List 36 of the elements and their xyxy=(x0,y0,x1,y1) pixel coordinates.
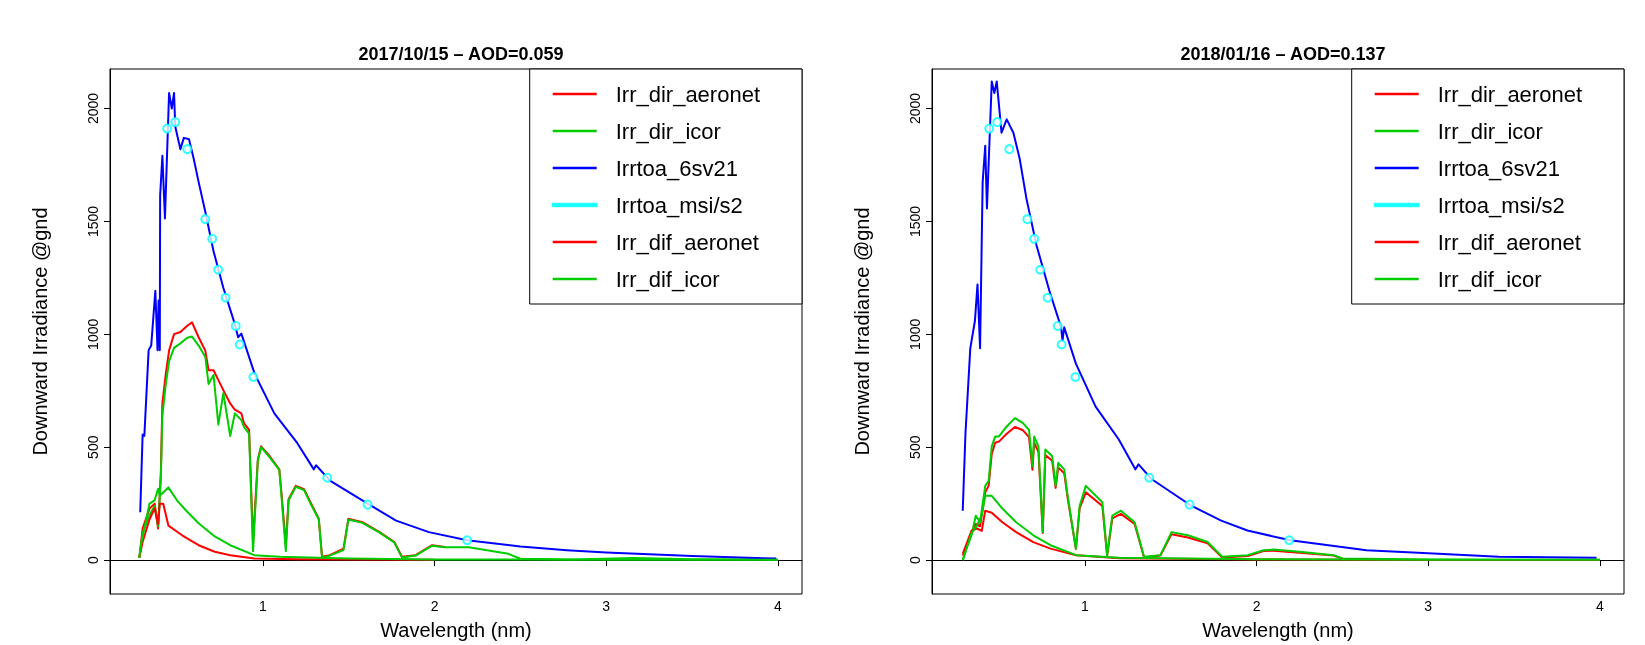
legend-label: Irrtoa_6sv21 xyxy=(1437,155,1560,181)
y-axis-title: Downward Irradiance @gnd xyxy=(29,207,51,456)
y-tick-label: 500 xyxy=(907,435,923,459)
legend-label: Irr_dif_icor xyxy=(1437,266,1542,292)
y-tick-label: 1500 xyxy=(85,205,101,237)
x-tick-label: 3 xyxy=(1424,598,1433,614)
x-tick-label: 2 xyxy=(430,598,439,614)
y-tick-label: 1000 xyxy=(85,318,101,350)
y-tick-label: 0 xyxy=(85,556,101,565)
x-tick-label: 4 xyxy=(774,598,783,614)
x-tick-label: 1 xyxy=(258,598,267,614)
legend-label: Irrtoa_6sv21 xyxy=(615,155,738,181)
y-tick-label: 500 xyxy=(85,435,101,459)
x-tick-label: 2 xyxy=(1252,598,1261,614)
x-tick-label: 1 xyxy=(1080,598,1089,614)
y-tick-label: 0 xyxy=(907,556,923,565)
legend-label: Irr_dif_aeronet xyxy=(1437,229,1581,255)
legend-label: Irrtoa_msi/s2 xyxy=(1437,192,1565,218)
chart-title: 2018/01/16 – AOD=0.137 xyxy=(1180,44,1386,64)
legend-label: Irr_dir_icor xyxy=(615,118,721,144)
y-axis-title: Downward Irradiance @gnd xyxy=(851,207,873,456)
legend-label: Irr_dir_aeronet xyxy=(615,81,761,107)
legend-label: Irr_dif_icor xyxy=(615,266,720,292)
y-tick-label: 2000 xyxy=(907,92,923,125)
chart-title: 2017/10/15 – AOD=0.059 xyxy=(358,44,564,64)
y-tick-label: 2000 xyxy=(85,92,101,125)
legend-label: Irr_dir_icor xyxy=(1437,118,1543,144)
x-axis-title: Wavelength (nm) xyxy=(380,619,532,641)
legend-label: Irrtoa_msi/s2 xyxy=(615,192,743,218)
y-tick-label: 1000 xyxy=(907,318,923,350)
x-tick-label: 4 xyxy=(1596,598,1605,614)
legend-label: Irr_dir_aeronet xyxy=(1437,81,1583,107)
x-tick-label: 3 xyxy=(602,598,611,614)
y-tick-label: 1500 xyxy=(907,205,923,237)
x-axis-title: Wavelength (nm) xyxy=(1202,619,1354,641)
legend-label: Irr_dif_aeronet xyxy=(615,229,759,255)
